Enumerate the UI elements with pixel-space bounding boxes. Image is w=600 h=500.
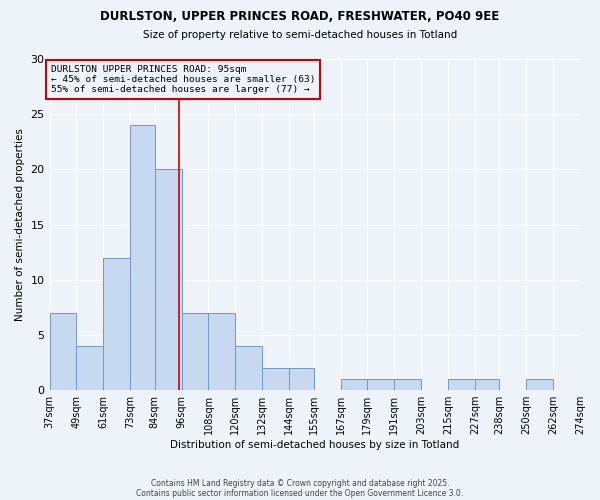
Bar xyxy=(367,379,394,390)
Bar xyxy=(103,258,130,390)
Bar xyxy=(448,379,475,390)
Bar xyxy=(235,346,262,390)
Bar xyxy=(262,368,289,390)
Bar xyxy=(475,379,499,390)
Bar xyxy=(50,313,76,390)
Bar xyxy=(76,346,103,390)
X-axis label: Distribution of semi-detached houses by size in Totland: Distribution of semi-detached houses by … xyxy=(170,440,460,450)
Text: DURLSTON, UPPER PRINCES ROAD, FRESHWATER, PO40 9EE: DURLSTON, UPPER PRINCES ROAD, FRESHWATER… xyxy=(100,10,500,23)
Text: DURLSTON UPPER PRINCES ROAD: 95sqm
← 45% of semi-detached houses are smaller (63: DURLSTON UPPER PRINCES ROAD: 95sqm ← 45%… xyxy=(50,64,315,94)
Text: Size of property relative to semi-detached houses in Totland: Size of property relative to semi-detach… xyxy=(143,30,457,40)
Bar xyxy=(289,368,314,390)
Text: Contains HM Land Registry data © Crown copyright and database right 2025.: Contains HM Land Registry data © Crown c… xyxy=(151,478,449,488)
Bar xyxy=(155,170,182,390)
Y-axis label: Number of semi-detached properties: Number of semi-detached properties xyxy=(15,128,25,321)
Bar xyxy=(526,379,553,390)
Bar xyxy=(394,379,421,390)
Bar xyxy=(130,125,155,390)
Bar xyxy=(182,313,208,390)
Text: Contains public sector information licensed under the Open Government Licence 3.: Contains public sector information licen… xyxy=(136,488,464,498)
Bar xyxy=(341,379,367,390)
Bar xyxy=(208,313,235,390)
